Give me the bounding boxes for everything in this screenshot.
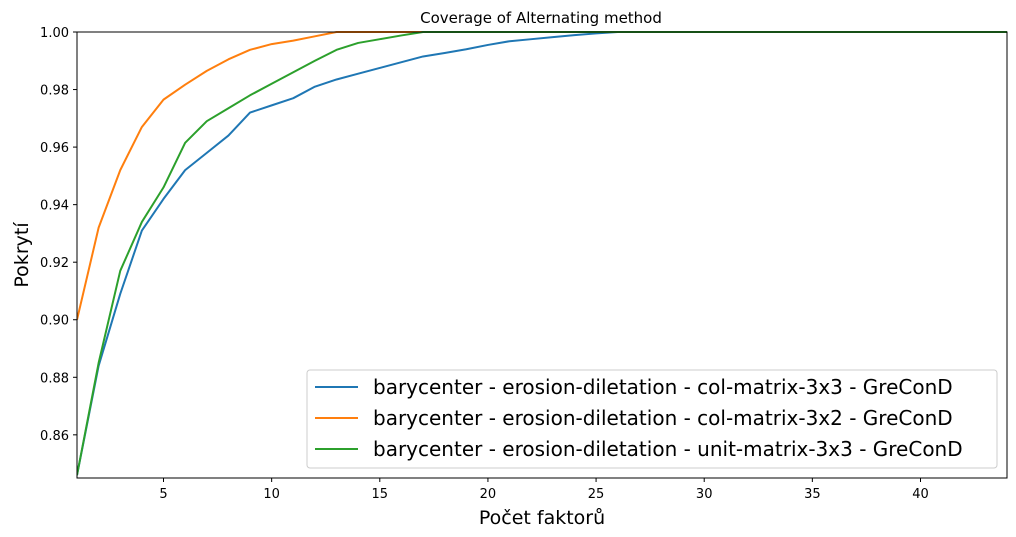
legend-label-1: barycenter - erosion-diletation - col-ma…	[373, 375, 953, 399]
legend: barycenter - erosion-diletation - col-ma…	[306, 369, 998, 469]
y-tick-label: 0.98	[40, 84, 69, 99]
plot-frame	[76, 31, 1008, 479]
legend-label-3: barycenter - erosion-diletation - unit-m…	[373, 437, 963, 461]
legend-box	[306, 369, 998, 469]
y-tick-label: 0.88	[40, 371, 69, 386]
x-axis-label: Počet faktorů	[479, 507, 605, 529]
y-tick-label: 0.86	[40, 429, 69, 444]
chart-title: Coverage of Alternating method	[420, 9, 662, 27]
y-tick-label: 0.92	[40, 256, 69, 271]
x-tick-label: 30	[696, 487, 713, 502]
x-tick-label: 40	[912, 487, 929, 502]
y-tick-label: 0.94	[40, 199, 69, 214]
y-tick-label: 1.00	[40, 26, 69, 41]
y-axis-label: Pokrytí	[11, 222, 33, 288]
x-tick-label: 25	[588, 487, 605, 502]
x-tick-label: 5	[159, 487, 167, 502]
x-tick-label: 15	[372, 487, 389, 502]
y-axis-ticks: 0.86 0.88 0.90 0.92 0.94 0.96 0.98 1.00	[40, 26, 77, 444]
x-tick-label: 35	[804, 487, 821, 502]
x-tick-label: 10	[263, 487, 280, 502]
y-tick-label: 0.96	[40, 141, 69, 156]
y-tick-label: 0.90	[40, 314, 69, 329]
series-line-2	[77, 31, 1007, 320]
x-axis-ticks: 5 10 15 20 25 30 35 40	[159, 478, 929, 502]
x-tick-label: 20	[480, 487, 497, 502]
legend-label-2: barycenter - erosion-diletation - col-ma…	[373, 406, 953, 430]
